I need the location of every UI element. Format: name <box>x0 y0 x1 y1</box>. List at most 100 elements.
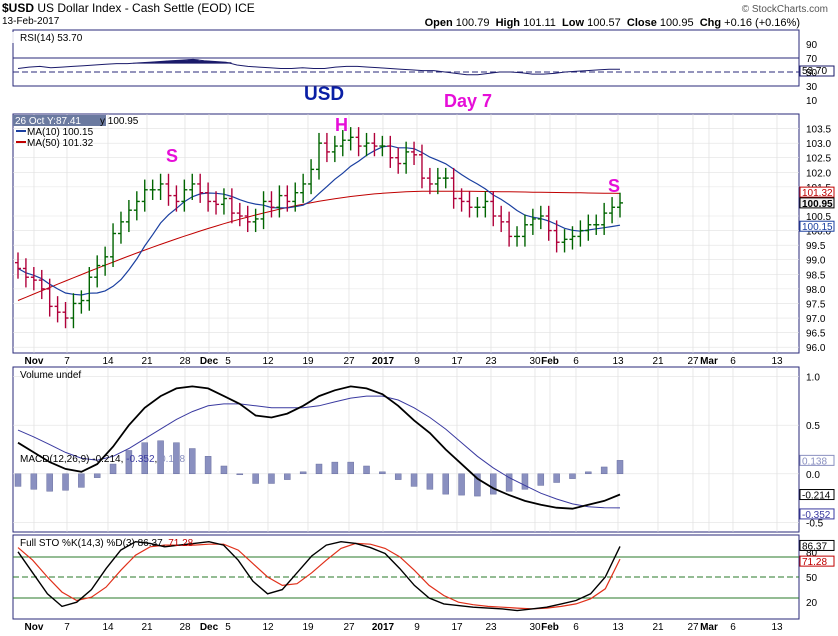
x-tick-label: 30 <box>529 356 541 367</box>
x-tick-label: 14 <box>102 622 114 633</box>
x-tick-label: 2017 <box>372 622 395 633</box>
macd-hist-bar <box>505 473 513 492</box>
rsi-current-tag: 53.70 <box>802 66 827 77</box>
price-bars <box>15 127 623 329</box>
x-tick-label: 17 <box>451 622 463 633</box>
macd-hist-bar <box>569 473 576 479</box>
annotation-day7: Day 7 <box>444 91 492 111</box>
volume-legend: Volume undef <box>20 370 81 381</box>
rsi-legend: RSI(14) 53.70 <box>20 33 83 44</box>
last-price-legend: y 100.95 <box>100 116 139 127</box>
sto-tag-label: 86.37 <box>802 541 827 552</box>
macd-hist-bar <box>458 473 465 496</box>
price-tick-label: 103.0 <box>806 139 831 150</box>
open-label: Open <box>424 17 453 29</box>
rsi-legend-bg <box>8 32 114 43</box>
macd-hist-bar <box>141 442 148 475</box>
rsi-tag-box <box>799 65 835 77</box>
x-tick-label: 27 <box>343 356 355 367</box>
macd-hist-bar <box>173 442 180 475</box>
x-tick-label: 21 <box>652 622 664 633</box>
macd-hist-bar <box>553 473 560 483</box>
macd-hist-bar <box>78 473 85 488</box>
macd-hist-bar <box>331 461 339 475</box>
macd-hist-bar <box>109 463 117 475</box>
close-value: 100.95 <box>659 17 694 29</box>
macd-signal-line <box>17 395 621 509</box>
x-tick-label: Mar <box>700 356 718 367</box>
ma10-line <box>17 145 621 296</box>
sto-tick-label: 50 <box>806 573 818 584</box>
macd-hist-bar <box>30 473 38 490</box>
macd-hist-bar <box>537 473 545 486</box>
macd-panel: Volume undef MACD(12,26,9) -0.214, -0.35… <box>12 366 835 533</box>
date-tag-bg <box>13 115 106 126</box>
macd-hist-bar <box>299 471 307 475</box>
low-label: Low <box>562 17 585 29</box>
x-tick-label: 5 <box>225 622 231 633</box>
macd-hist-bar <box>236 473 244 476</box>
chart-date: 13-Feb-2017 <box>2 16 60 27</box>
macd-hist-bar <box>379 471 386 475</box>
x-tick-label: 6 <box>730 356 736 367</box>
price-tag-label: 100.95 <box>802 199 833 210</box>
x-tick-label: Feb <box>541 356 559 367</box>
price-tag-label: 101.32 <box>802 188 833 199</box>
close-label: Close <box>626 17 657 29</box>
macd-hist-bar <box>220 465 228 475</box>
x-tick-label: 17 <box>451 356 463 367</box>
macd-hist-bar <box>474 473 481 497</box>
price-tag-box <box>799 186 835 198</box>
price-tick-label: 103.5 <box>806 125 831 136</box>
rsi-tick-label: 30 <box>806 82 818 93</box>
sto-tag-box <box>799 539 835 551</box>
x-tick-label: Dec <box>200 356 219 367</box>
macd-hist-bar <box>363 465 370 475</box>
x-tick-label: 21 <box>141 622 153 633</box>
macd-hist-bar <box>284 473 291 480</box>
macd-hist-bar <box>125 450 133 475</box>
sto-tag-box <box>799 555 835 567</box>
x-tick-label: 23 <box>485 356 497 367</box>
high-value: 101.11 <box>523 17 556 29</box>
sto-tick-label: 20 <box>806 598 818 609</box>
chg-label: Chg <box>699 17 722 29</box>
macd-tick-label: -0.5 <box>806 518 824 529</box>
sto-tags: 86.37 71.28 <box>799 539 835 568</box>
macd-hist-bar <box>93 473 101 478</box>
sto-tick-label: 80 <box>806 548 818 559</box>
price-tick-label: 99.0 <box>806 256 826 267</box>
macd-hist-bar <box>490 473 497 495</box>
macd-hist-bar <box>521 473 529 490</box>
macd-hist-bar <box>204 456 212 475</box>
stockcharts-watermark: © StockCharts.com <box>741 4 828 15</box>
sto-k-line <box>17 540 621 612</box>
macd-hist-bar <box>315 463 323 475</box>
macd-hist-bar <box>394 473 402 480</box>
x-tick-label: 27 <box>687 356 699 367</box>
ma10-legend: MA(10) 100.15 <box>27 127 94 138</box>
price-tick-label: 98.5 <box>806 270 826 281</box>
date-tag: 26 Oct Y:87.41 <box>15 116 81 127</box>
macd-line <box>17 385 621 510</box>
sto-d-line <box>17 542 621 610</box>
annotation-right-shoulder: S <box>608 176 620 196</box>
rsi-line <box>17 58 620 76</box>
rsi-tick-label: 70 <box>806 54 818 65</box>
price-tick-label: 102.0 <box>806 168 831 179</box>
high-label: High <box>495 17 521 29</box>
annotation-left-shoulder: S <box>166 146 178 166</box>
ma50-line <box>17 190 621 301</box>
price-tick-label: 100.0 <box>806 227 831 238</box>
x-tick-label: Dec <box>200 622 219 633</box>
x-tick-label: 6 <box>573 622 579 633</box>
macd-tag-label: -0.352 <box>802 510 831 521</box>
x-tick-label: 19 <box>302 356 314 367</box>
price-tick-label: 99.5 <box>806 241 826 252</box>
price-tick-label: 96.5 <box>806 329 826 340</box>
x-tick-label: 30 <box>529 622 541 633</box>
macd-tag-box <box>799 489 835 501</box>
rsi-tick-label: 50 <box>806 68 818 79</box>
x-tick-label: Feb <box>541 622 559 633</box>
